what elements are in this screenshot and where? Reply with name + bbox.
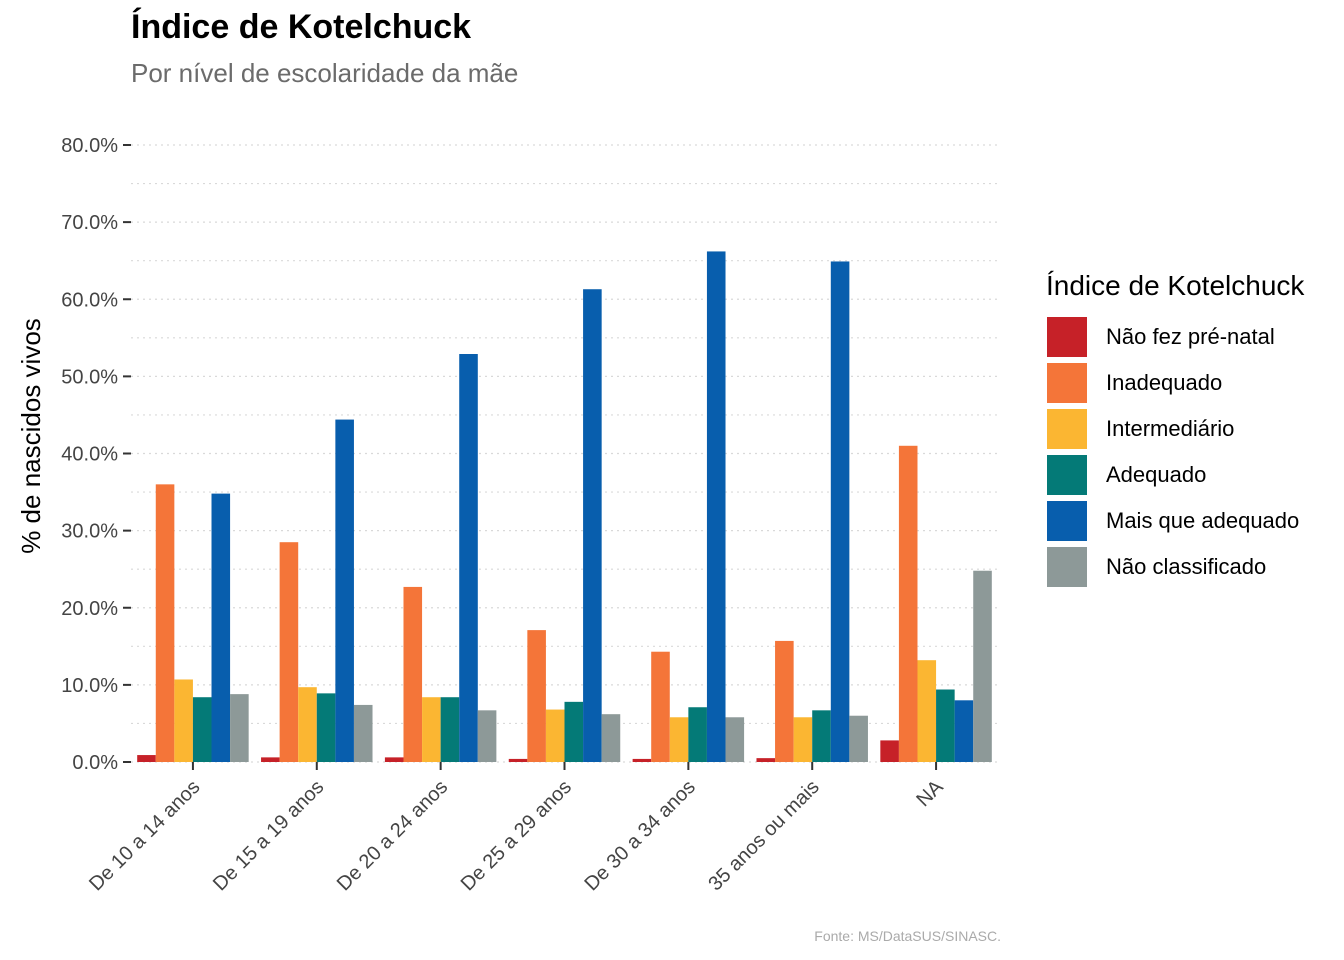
legend-item: Inadequado xyxy=(1046,360,1304,406)
x-tick-label: NA xyxy=(912,776,948,812)
bars-layer xyxy=(137,251,992,762)
x-tick-label: De 15 a 19 anos xyxy=(209,776,328,895)
bar xyxy=(688,707,707,762)
y-tick-label: 0.0% xyxy=(72,752,118,774)
bar xyxy=(898,445,918,762)
bar xyxy=(279,542,299,762)
x-tick-label: De 20 a 24 anos xyxy=(333,776,452,895)
bar xyxy=(973,570,992,762)
bar xyxy=(384,757,404,762)
legend-label: Inadequado xyxy=(1106,370,1223,395)
legend-item: Não fez pré-natal xyxy=(1046,314,1304,360)
bar xyxy=(880,740,899,762)
x-axis-ticks: De 10 a 14 anos De 15 a 19 anos De 20 a 24… xyxy=(85,762,948,895)
bar xyxy=(632,758,652,762)
legend-swatch xyxy=(1046,316,1088,358)
chart-title: Índice de Kotelchuck xyxy=(131,8,472,46)
bar xyxy=(706,251,726,762)
x-tick-label: De 10 a 14 anos xyxy=(85,776,204,895)
legend-label: Não classificado xyxy=(1106,554,1267,579)
bar xyxy=(669,717,689,762)
y-tick-label: 60.0% xyxy=(61,289,118,311)
bar xyxy=(477,710,497,762)
y-tick-label: 50.0% xyxy=(61,366,118,388)
legend-swatch xyxy=(1046,546,1088,588)
y-tick-label: 20.0% xyxy=(61,598,118,620)
legend-item: Intermediário xyxy=(1046,406,1304,452)
y-tick-label: 80.0% xyxy=(61,135,118,157)
x-tick-label: De 25 a 29 anos xyxy=(457,776,576,895)
bar xyxy=(849,715,868,762)
y-tick-label: 70.0% xyxy=(61,212,118,234)
legend-label: Não fez pré-natal xyxy=(1106,324,1275,349)
y-tick-label: 30.0% xyxy=(61,521,118,543)
legend-label: Adequado xyxy=(1106,462,1207,487)
legend-items: Não fez pré-natal Inadequado Intermediário… xyxy=(1046,314,1304,590)
bar xyxy=(954,700,974,762)
y-axis-label: % de nascidos vivos xyxy=(16,318,46,554)
legend: Índice de Kotelchuck Não fez pré-natal In… xyxy=(1046,270,1304,590)
bar xyxy=(155,484,175,762)
bar xyxy=(459,354,478,762)
legend-label: Intermediário xyxy=(1106,416,1235,441)
legend-title: Índice de Kotelchuck xyxy=(1046,270,1305,301)
bar xyxy=(403,586,423,762)
bar xyxy=(298,687,317,762)
bar xyxy=(353,704,373,762)
bar xyxy=(936,689,955,762)
x-tick-label: 35 anos ou mais xyxy=(704,776,823,895)
bar xyxy=(756,758,776,762)
bar xyxy=(335,419,354,762)
legend-item: Mais que adequado xyxy=(1046,498,1304,544)
bar xyxy=(651,651,670,762)
bar xyxy=(261,757,280,762)
bar xyxy=(508,758,528,762)
bar xyxy=(137,755,156,762)
bar xyxy=(917,660,937,762)
bar xyxy=(527,630,546,762)
legend-item: Adequado xyxy=(1046,452,1304,498)
y-tick-label: 40.0% xyxy=(61,444,118,466)
bar xyxy=(422,697,441,762)
legend-swatch xyxy=(1046,362,1088,404)
bar xyxy=(725,717,745,762)
legend-swatch xyxy=(1046,454,1088,496)
legend-label: Mais que adequado xyxy=(1106,508,1300,533)
bar xyxy=(230,694,249,762)
y-tick-label: 10.0% xyxy=(61,675,118,697)
bar xyxy=(211,493,231,762)
bar xyxy=(545,709,565,762)
bar xyxy=(601,714,621,762)
chart-subtitle: Por nível de escolaridade da mãe xyxy=(131,58,519,88)
bar xyxy=(316,693,336,762)
legend-swatch xyxy=(1046,500,1088,542)
bar xyxy=(583,289,602,762)
bar xyxy=(793,717,813,762)
y-axis-ticks: 0.0% 10.0% 20.0% 30.0% 40.0% 50.0% 60.0% 70.0% 8… xyxy=(61,135,131,774)
x-tick-label: De 30 a 34 anos xyxy=(581,776,700,895)
bar xyxy=(830,261,850,762)
bar xyxy=(174,679,193,762)
grid-lines xyxy=(131,144,998,763)
bar xyxy=(775,640,794,762)
legend-swatch xyxy=(1046,408,1088,450)
bar xyxy=(812,710,831,762)
legend-item: Não classificado xyxy=(1046,544,1304,590)
bar xyxy=(564,701,584,762)
bar xyxy=(440,697,460,762)
caption: Fonte: MS/DataSUS/SINASC. xyxy=(814,928,1001,944)
bar xyxy=(192,697,212,762)
